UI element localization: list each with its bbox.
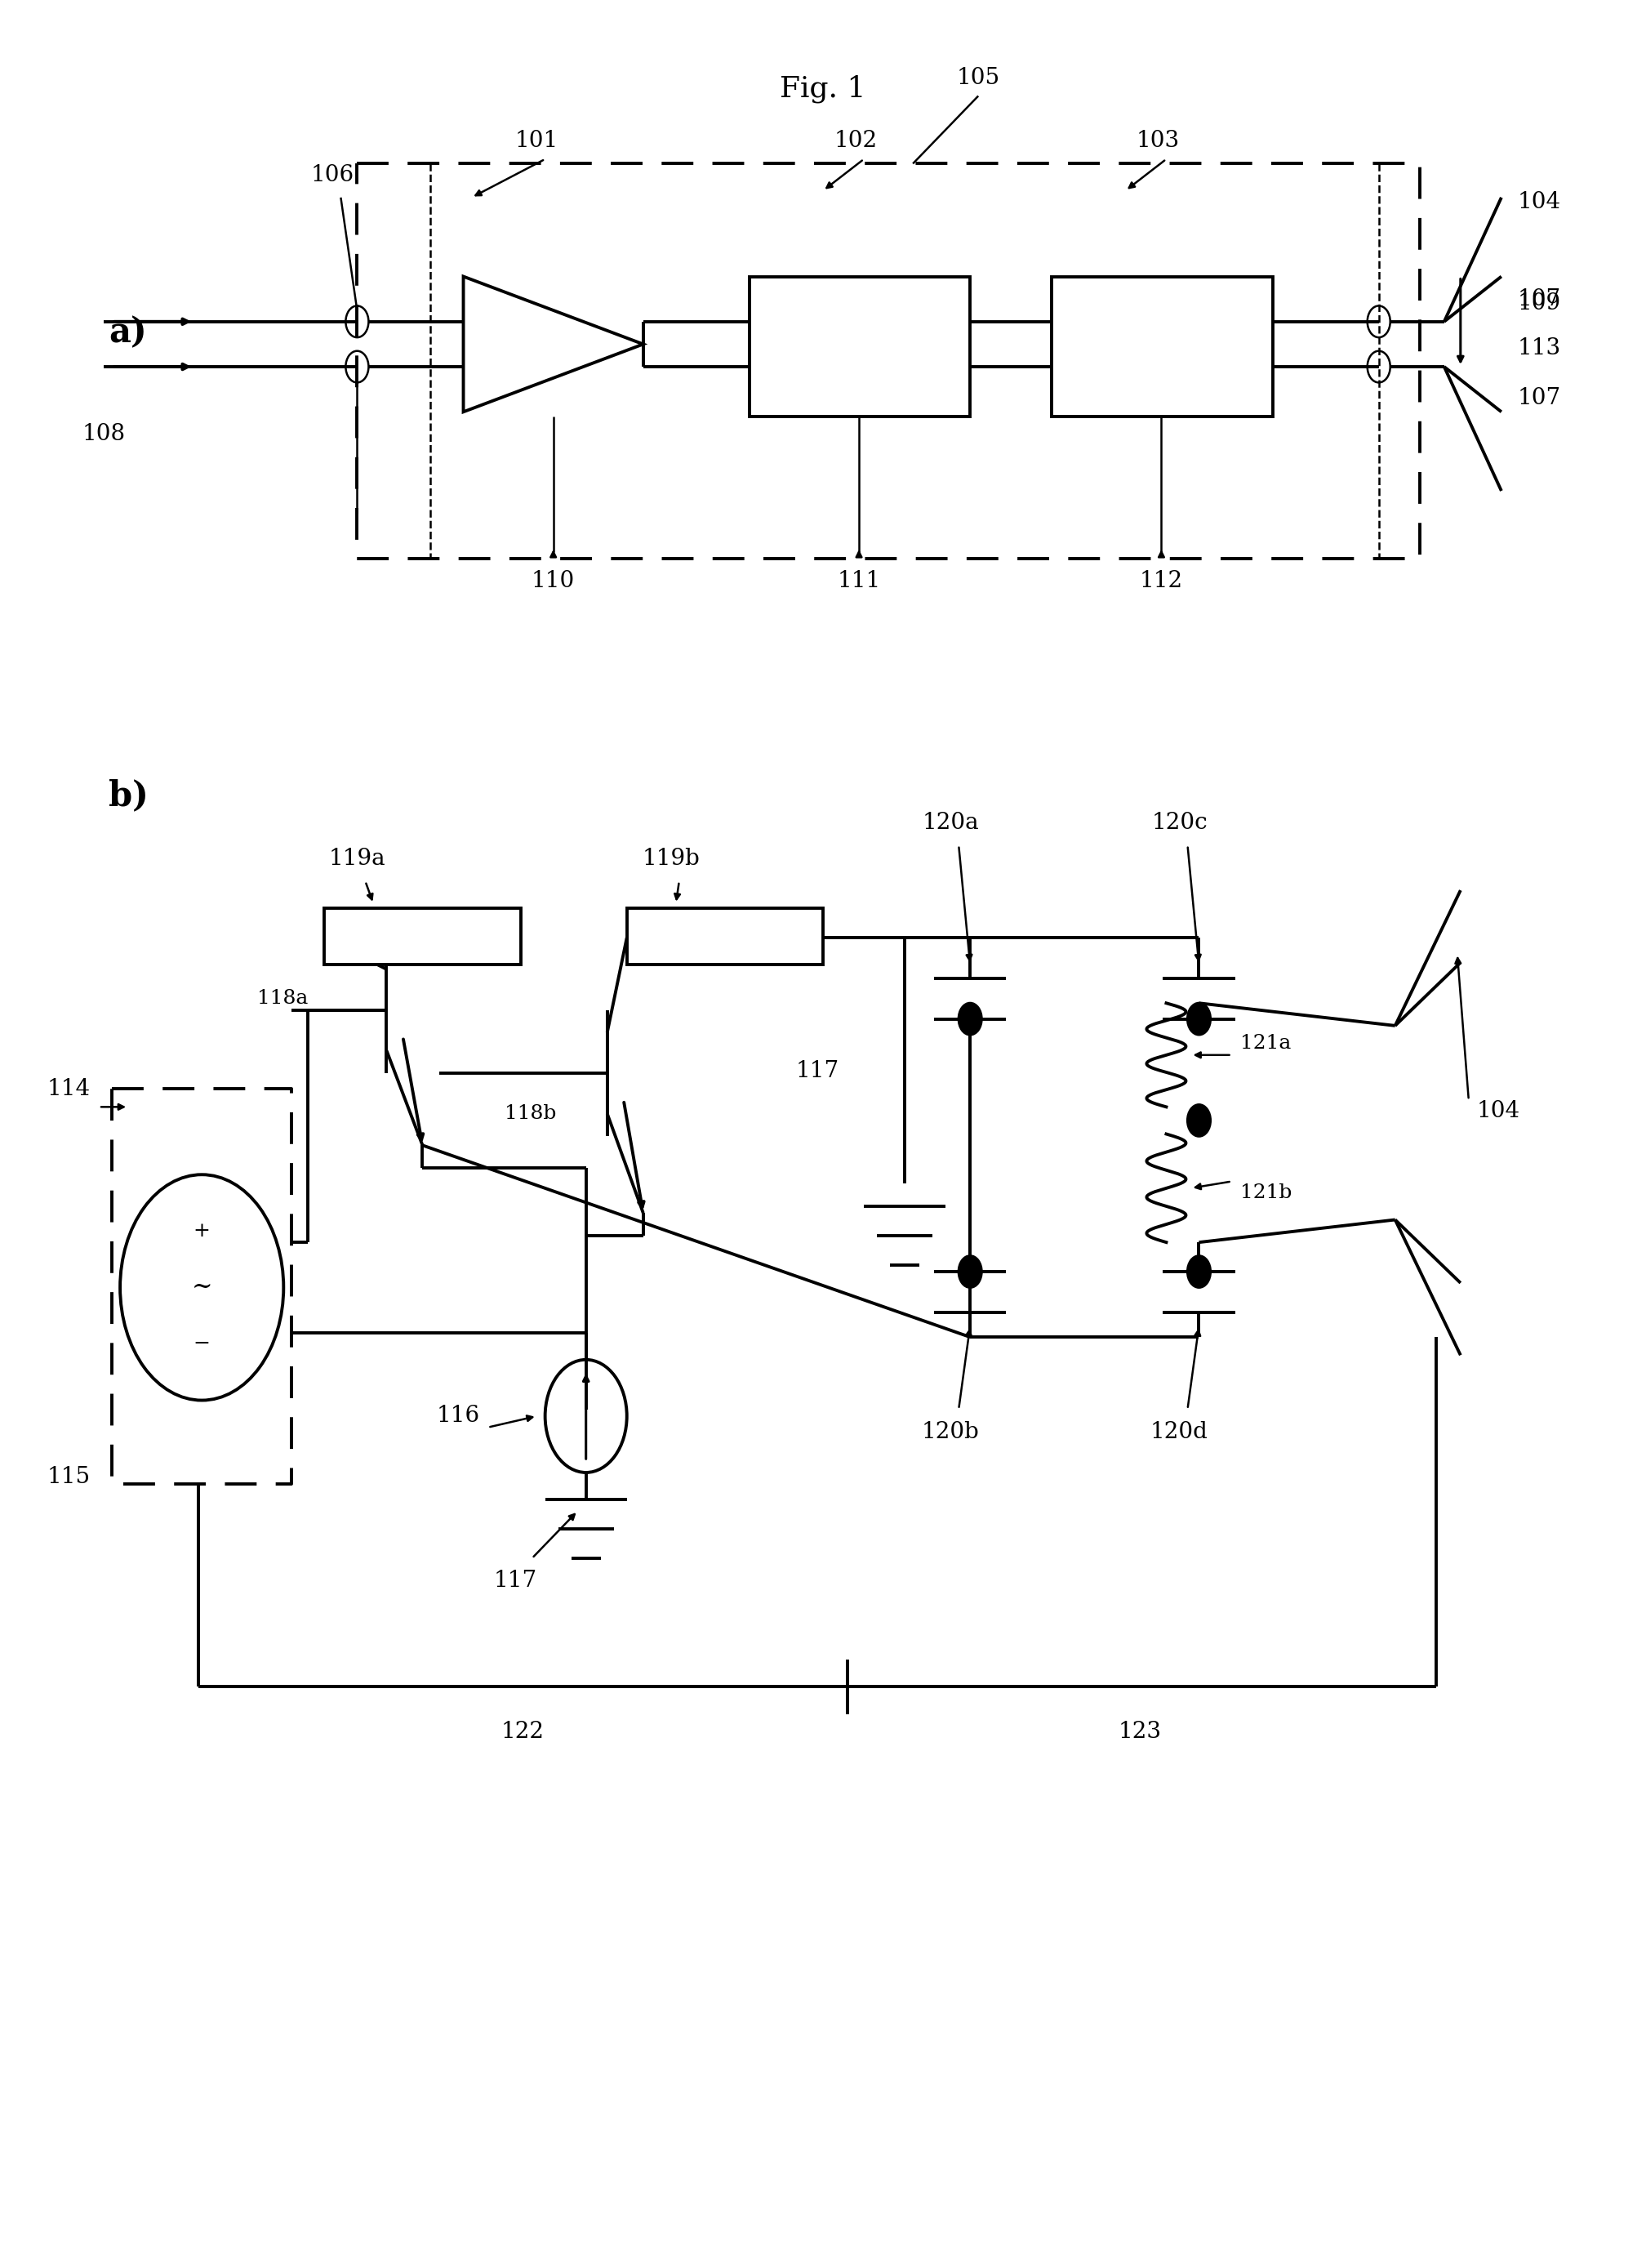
Text: 117: 117 bbox=[494, 1569, 538, 1592]
Text: −: − bbox=[193, 1334, 211, 1354]
Text: b): b) bbox=[109, 778, 148, 812]
Bar bbox=[627, 909, 823, 964]
Text: 116: 116 bbox=[436, 1406, 479, 1427]
Text: 115: 115 bbox=[48, 1465, 91, 1488]
Text: 107: 107 bbox=[1518, 388, 1560, 408]
Text: 120d: 120d bbox=[1151, 1420, 1208, 1442]
Circle shape bbox=[1187, 1105, 1210, 1136]
Circle shape bbox=[1187, 1256, 1210, 1288]
Text: 101: 101 bbox=[515, 129, 558, 152]
Text: 112: 112 bbox=[1139, 569, 1183, 592]
Text: a): a) bbox=[109, 315, 148, 349]
Text: 108: 108 bbox=[82, 424, 125, 445]
Text: 120b: 120b bbox=[922, 1420, 979, 1442]
Text: 111: 111 bbox=[838, 569, 881, 592]
Text: 117: 117 bbox=[797, 1059, 839, 1082]
Text: ~: ~ bbox=[191, 1275, 212, 1300]
Circle shape bbox=[958, 1002, 981, 1034]
Text: 114: 114 bbox=[48, 1077, 91, 1100]
Text: 121a: 121a bbox=[1239, 1034, 1290, 1052]
Text: 119a: 119a bbox=[329, 848, 385, 869]
Text: 122: 122 bbox=[500, 1721, 543, 1744]
Text: 120c: 120c bbox=[1151, 812, 1208, 835]
Text: 102: 102 bbox=[835, 129, 877, 152]
Text: 121b: 121b bbox=[1239, 1184, 1292, 1202]
Text: 113: 113 bbox=[1518, 338, 1560, 361]
Text: 107: 107 bbox=[1518, 288, 1560, 311]
Text: 118b: 118b bbox=[505, 1105, 556, 1123]
Text: 120a: 120a bbox=[922, 812, 979, 835]
Text: 105: 105 bbox=[956, 66, 1001, 88]
Text: 109: 109 bbox=[1518, 293, 1560, 315]
Circle shape bbox=[958, 1256, 981, 1288]
Text: 119b: 119b bbox=[642, 848, 700, 869]
Text: 123: 123 bbox=[1119, 1721, 1162, 1744]
Text: +: + bbox=[193, 1222, 211, 1241]
Text: 110: 110 bbox=[532, 569, 574, 592]
Bar bbox=[1052, 277, 1272, 417]
Text: 103: 103 bbox=[1136, 129, 1180, 152]
Text: 106: 106 bbox=[311, 163, 354, 186]
Text: Fig. 1: Fig. 1 bbox=[780, 75, 866, 104]
Text: 104: 104 bbox=[1476, 1100, 1521, 1123]
Text: 118a: 118a bbox=[257, 989, 308, 1007]
Text: 104: 104 bbox=[1518, 191, 1560, 213]
Bar bbox=[749, 277, 969, 417]
Circle shape bbox=[1187, 1002, 1210, 1034]
Bar bbox=[324, 909, 520, 964]
